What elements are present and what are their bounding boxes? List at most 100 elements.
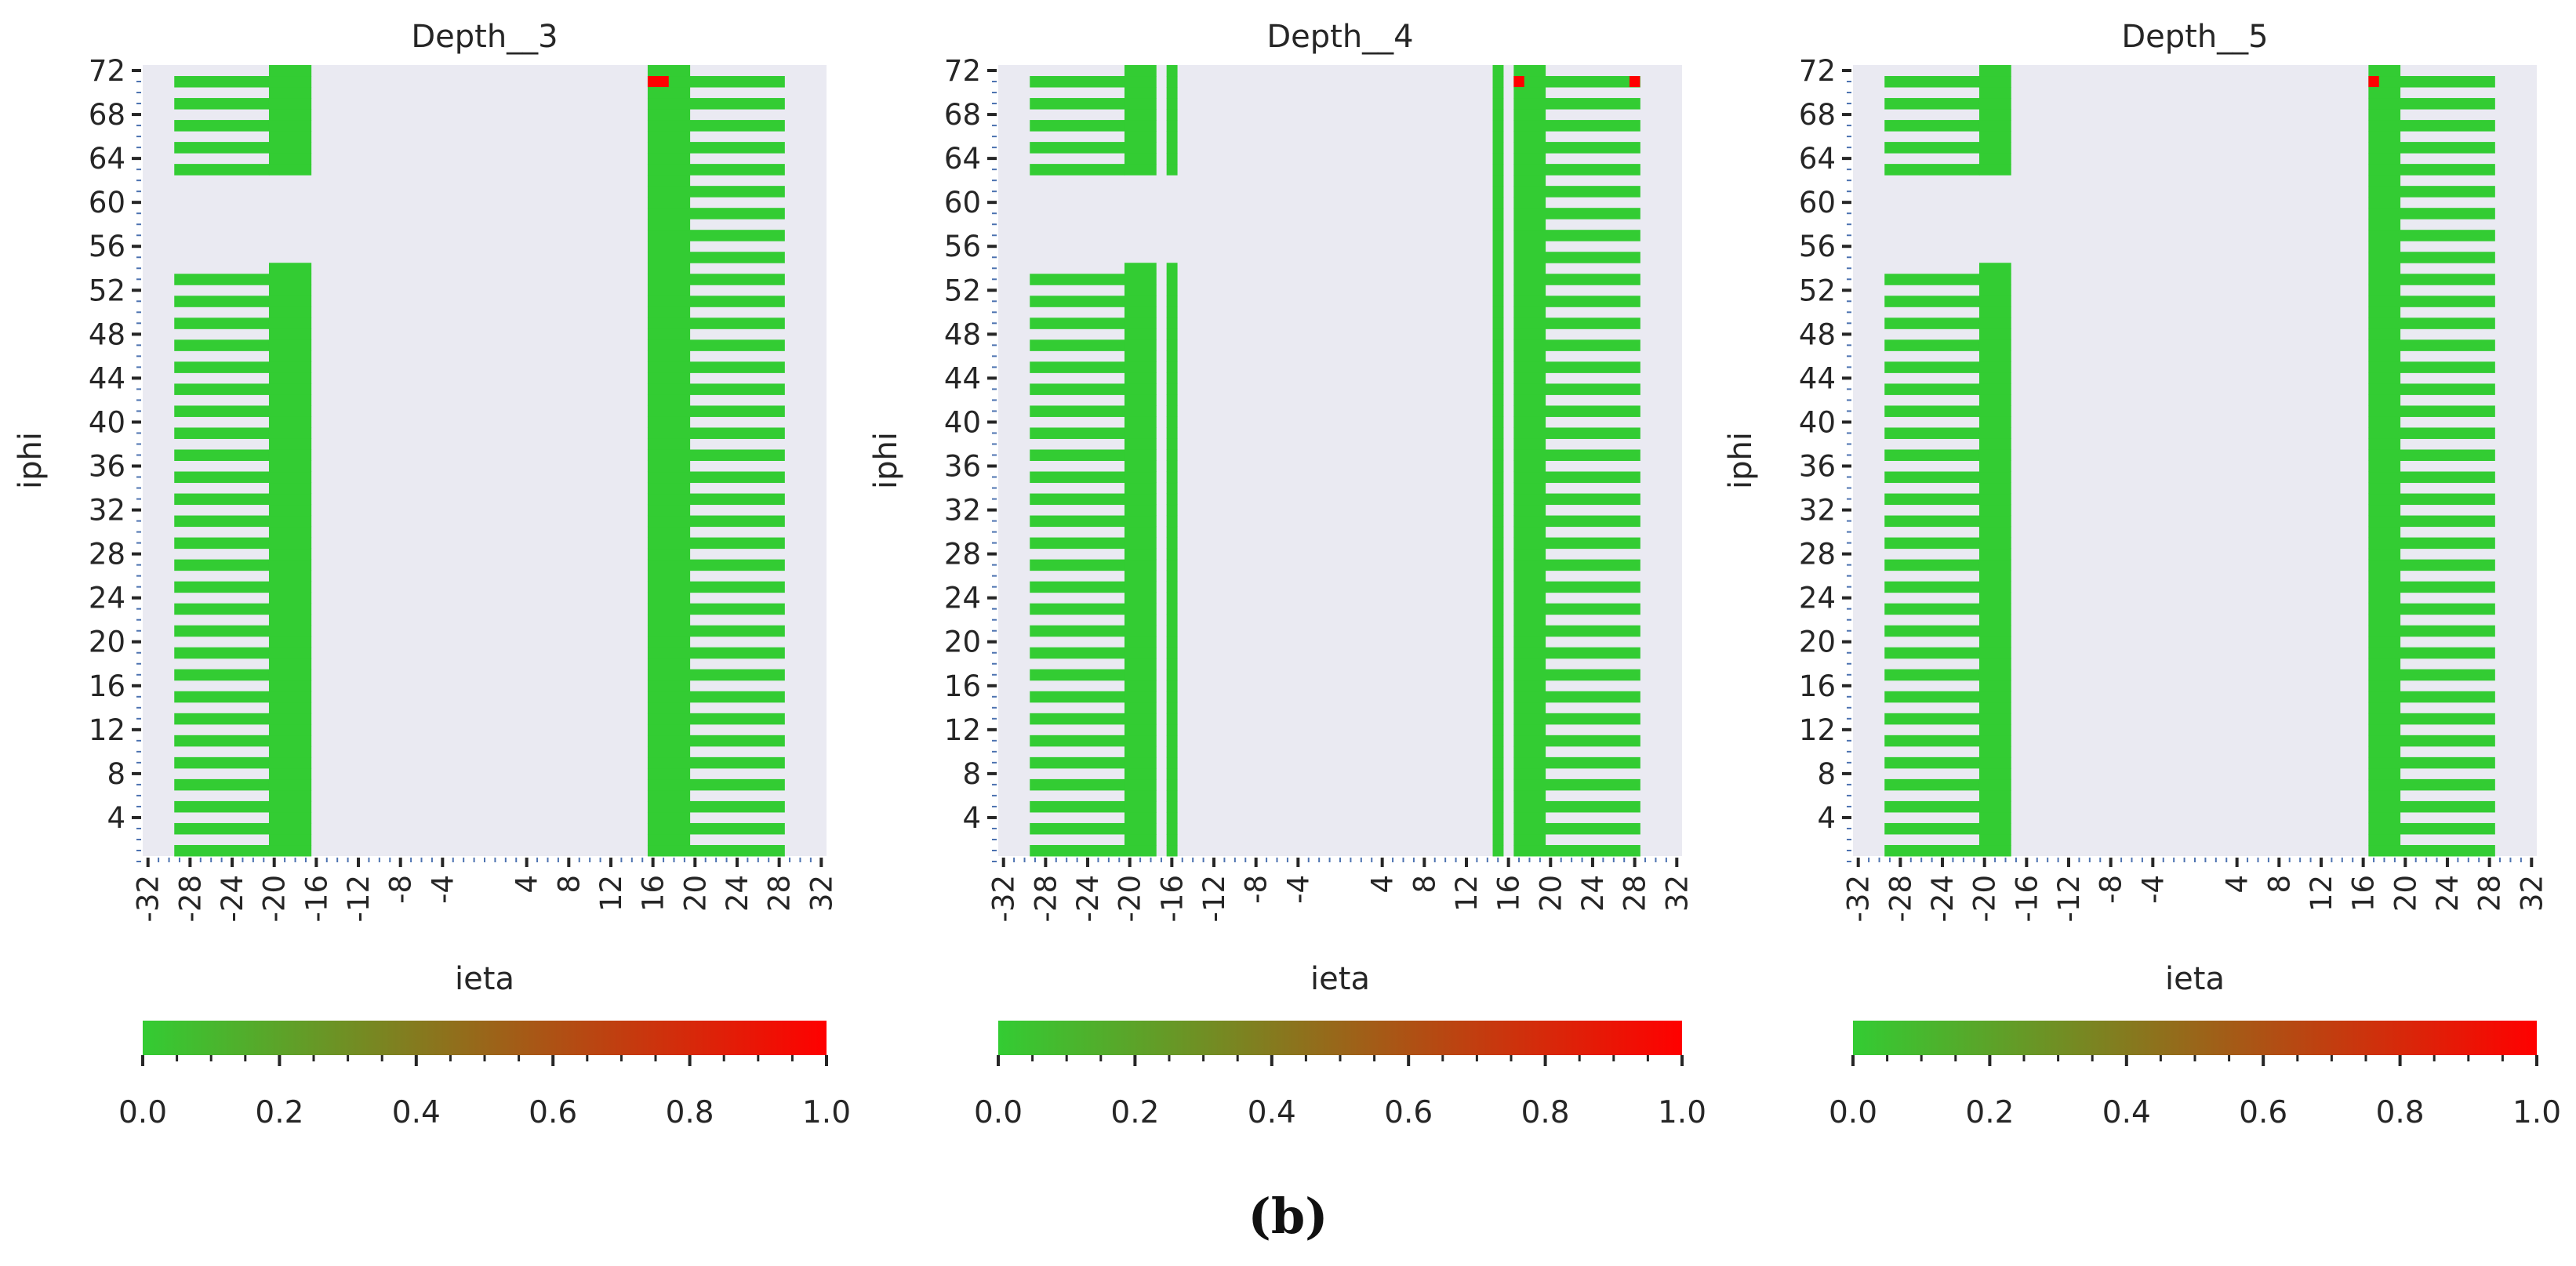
heatmap-cell: [174, 756, 270, 769]
heatmap-cell: [1166, 756, 1178, 769]
heatmap-cell: [1492, 153, 1504, 165]
heatmap-cell: [1492, 241, 1504, 252]
heatmap-cell: [2368, 120, 2401, 132]
heatmap-cell: [1978, 328, 2011, 340]
heatmap-cell: [1166, 537, 1178, 550]
heatmap-cell: [647, 636, 691, 648]
heatmap-cell: [1978, 570, 2011, 582]
heatmap-cell: [1978, 702, 2011, 714]
x-axis: -32 -28 -24 -20 -16 -12 -8 -4 4 8 12 16 20 24 28 32: [987, 858, 1694, 922]
y-tick-label: 60: [89, 186, 125, 219]
heatmap-cell: [2400, 427, 2495, 439]
chart-title: Depth__5: [2121, 19, 2268, 55]
heatmap-cell: [1545, 713, 1640, 725]
heatmap-cell: [647, 405, 691, 417]
heatmap-cell: [647, 702, 691, 714]
heatmap-cell: [1884, 361, 1980, 373]
heatmap-cell: [1492, 296, 1504, 307]
heatmap-cell: [1492, 438, 1504, 450]
heatmap-cell: [1978, 691, 2011, 703]
heatmap-hot-cell: [1629, 76, 1640, 88]
x-tick-label: 32: [1660, 875, 1694, 912]
heatmap-cell: [1545, 669, 1640, 681]
heatmap-cell: [1166, 778, 1178, 791]
heatmap-cell: [1492, 504, 1504, 517]
heatmap-cell: [1030, 822, 1125, 835]
heatmap-cell: [647, 647, 691, 659]
x-tick-label: 16: [2347, 875, 2381, 912]
heatmap-cell: [1978, 317, 2011, 329]
heatmap-cell: [1513, 735, 1546, 747]
x-axis: -32 -28 -24 -20 -16 -12 -8 -4 4 8 12 16 20 24 28 32: [1842, 858, 2549, 922]
heatmap-cell: [1030, 603, 1125, 615]
heatmap-cell: [1513, 405, 1546, 417]
heatmap-cell: [1513, 252, 1546, 263]
colorbar-tick-label: 1.0: [2512, 1095, 2561, 1130]
heatmap-cell: [2368, 482, 2401, 495]
y-axis-label: iphi: [13, 432, 49, 489]
heatmap-cell: [1124, 504, 1157, 517]
heatmap-cell: [647, 735, 691, 747]
heatmap-cell: [647, 307, 691, 318]
heatmap-cell: [174, 427, 270, 439]
heatmap-cell: [1492, 691, 1504, 703]
heatmap-cell: [1513, 427, 1546, 439]
heatmap-cell: [1124, 120, 1157, 132]
heatmap-cell: [1545, 822, 1640, 835]
heatmap-cell: [174, 515, 270, 528]
heatmap-cell: [1978, 405, 2011, 417]
heatmap-cell: [2368, 252, 2401, 263]
heatmap-cell: [1030, 405, 1125, 417]
heatmap-cell: [268, 449, 312, 461]
heatmap-cell: [1124, 713, 1157, 725]
heatmap-cell: [268, 394, 312, 406]
heatmap-cell: [1492, 76, 1504, 88]
heatmap-cell: [1124, 164, 1157, 176]
x-tick-label: -16: [1155, 875, 1189, 922]
heatmap-cell: [689, 427, 785, 439]
heatmap-cell: [1166, 307, 1178, 318]
heatmap-cell: [1124, 142, 1157, 154]
heatmap-cell: [647, 713, 691, 725]
heatmap-cell: [2368, 471, 2401, 484]
heatmap-cell: [1492, 416, 1504, 428]
chart-title: Depth__4: [1266, 19, 1413, 55]
x-tick-label: 4: [2221, 875, 2254, 894]
heatmap-cell: [647, 175, 691, 187]
heatmap-cell: [1513, 526, 1546, 539]
heatmap-cell: [1124, 625, 1157, 637]
heatmap-cell: [647, 208, 691, 219]
heatmap-cell: [268, 372, 312, 384]
heatmap-cell: [1124, 153, 1157, 165]
heatmap-cell: [1545, 98, 1640, 110]
heatmap-cell: [2368, 647, 2401, 659]
heatmap-cell: [647, 98, 691, 110]
y-tick-label: 32: [89, 494, 125, 528]
x-tick-label: 12: [594, 875, 628, 912]
heatmap-cell: [268, 570, 312, 582]
heatmap-cell: [268, 350, 312, 362]
heatmap-cell: [647, 372, 691, 384]
x-tick-label: -24: [216, 875, 249, 922]
heatmap-cell: [1030, 383, 1125, 395]
y-tick-label: 44: [1799, 361, 1836, 395]
x-tick-label: 4: [510, 875, 544, 894]
heatmap-cell: [1978, 581, 2011, 593]
heatmap-cell: [647, 383, 691, 395]
heatmap-cell: [1492, 186, 1504, 198]
heatmap-cell: [1124, 691, 1157, 703]
heatmap-cell: [647, 800, 691, 813]
y-tick-label: 12: [944, 713, 981, 747]
heatmap-cell: [1492, 833, 1504, 846]
heatmap-cell: [647, 252, 691, 263]
heatmap-cell: [1124, 383, 1157, 395]
x-tick-label: -32: [1842, 875, 1876, 922]
y-tick-label: 52: [1799, 274, 1836, 307]
colorbar: 0.0 0.2 0.4 0.6 0.8 1.0: [1829, 1021, 2561, 1130]
heatmap-cell: [1166, 691, 1178, 703]
heatmap-cell: [1884, 778, 1980, 791]
heatmap-cell: [647, 219, 691, 230]
heatmap-cell: [1492, 844, 1504, 857]
y-tick-label: 60: [1799, 186, 1836, 219]
heatmap-cell: [268, 548, 312, 560]
